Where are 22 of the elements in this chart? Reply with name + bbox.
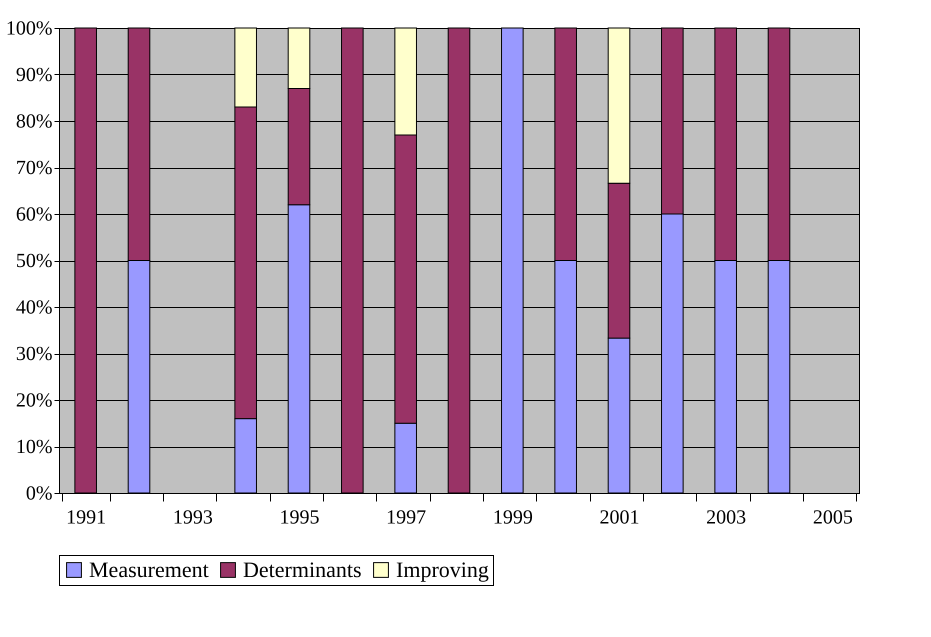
y-tick-label: 70%: [16, 157, 52, 179]
x-tick-label: 1997: [386, 506, 426, 528]
y-tick-label: 50%: [16, 250, 52, 272]
x-tick-label: 1993: [172, 506, 213, 528]
x-tick-label: 2005: [812, 506, 853, 528]
legend-label: Determinants: [243, 557, 362, 582]
legend-label: Improving: [396, 557, 489, 582]
y-tick-label: 100%: [6, 18, 52, 40]
x-tick-label: 1999: [492, 506, 533, 528]
x-tick-label: 2001: [600, 506, 640, 528]
y-tick-label: 40%: [16, 296, 52, 318]
y-tick-label: 60%: [16, 204, 52, 226]
x-tick-label: 2003: [706, 506, 746, 528]
y-tick-label: 30%: [16, 343, 52, 365]
x-tick-label: 1991: [66, 506, 106, 528]
y-tick-label: 90%: [16, 64, 52, 86]
y-tick-label: 20%: [16, 390, 52, 412]
x-tick-label: 1995: [280, 506, 320, 528]
y-tick-label: 80%: [16, 110, 52, 132]
y-tick-label: 10%: [16, 436, 52, 458]
y-tick-label: 0%: [26, 482, 52, 504]
legend-label: Measurement: [89, 557, 209, 582]
